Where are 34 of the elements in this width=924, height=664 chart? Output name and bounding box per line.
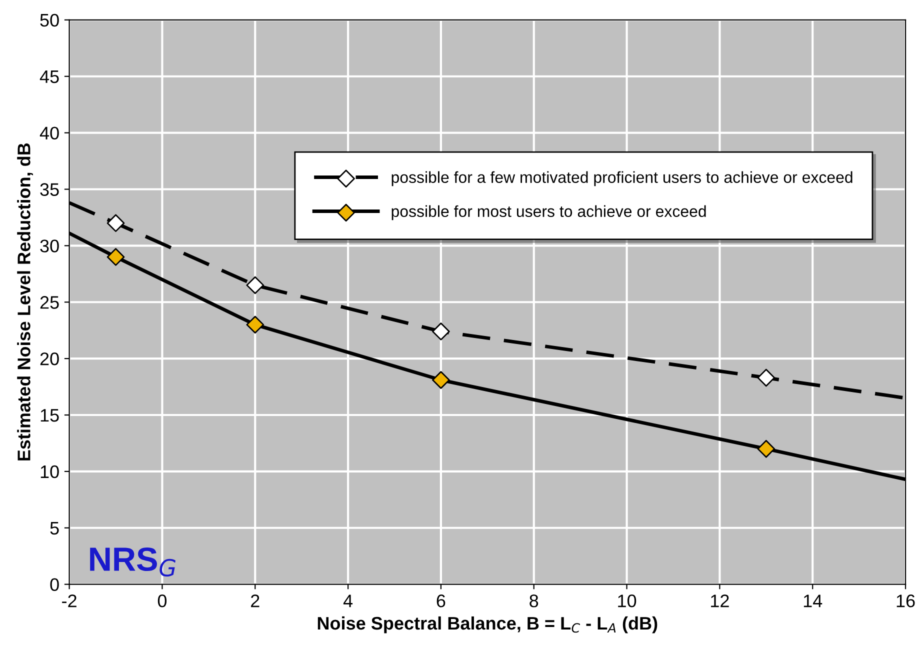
x-tick-label: 0 (158, 594, 167, 608)
y-tick-label: 25 (40, 296, 59, 309)
y-tick-label: 50 (40, 14, 59, 27)
y-tick-label: 35 (40, 183, 59, 196)
y-tick-label: 20 (40, 352, 59, 366)
x-axis-title: Noise Spectral Balance, B = L$_{C}$ - L$_{A}$ (dB) (318, 616, 658, 634)
x-tick-label: -2 (62, 594, 76, 608)
x-tick-label: 2 (251, 594, 260, 608)
y-tick-label: 45 (40, 70, 59, 84)
point (432, 371, 450, 389)
point (757, 440, 776, 458)
point (246, 276, 264, 294)
x-tick-label: 14 (804, 594, 822, 608)
y-tick-label: 15 (40, 409, 59, 422)
point (106, 248, 125, 266)
y-axis-title: Estimated Noise Level Reduction, dB (17, 143, 33, 460)
legend-label: possible for most users to achieve or exceed (392, 205, 706, 220)
point (246, 316, 264, 334)
x-tick-label: 12 (711, 594, 729, 608)
point (432, 322, 450, 340)
y-tick-label: 40 (40, 126, 59, 140)
x-tick-label: 10 (618, 594, 636, 608)
x-tick-label: 4 (343, 594, 353, 608)
legend-label: possible for a few motivated proficient users to achieve or exceed (392, 171, 852, 186)
x-tick-label: 8 (530, 594, 538, 608)
y-tick-label: 5 (50, 522, 59, 535)
annotation: NRS$_{G}$ (90, 547, 176, 577)
y-tick-label: 30 (40, 240, 59, 252)
x-tick-label: 6 (436, 594, 446, 608)
x-tick-label: 16 (896, 594, 915, 608)
point (757, 368, 776, 387)
y-tick-label: 10 (40, 465, 59, 478)
y-tick-label: 0 (50, 578, 59, 592)
point (106, 214, 125, 232)
